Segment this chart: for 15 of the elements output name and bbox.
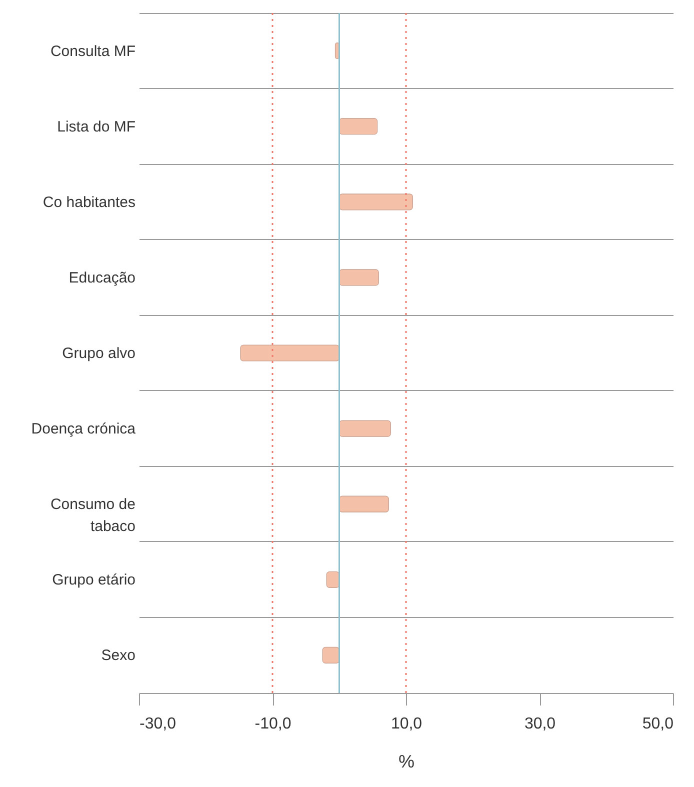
x-tick-label: 30,0 [524, 716, 556, 732]
x-tick-label: -10,0 [254, 716, 292, 732]
x-tick-label: -30,0 [140, 716, 176, 732]
y-tick-label: Consulta MF [50, 42, 136, 60]
x-tick-label: 10,0 [390, 716, 422, 732]
x-tick-label: 50,0 [642, 716, 674, 732]
y-tick-label: Grupo alvo [62, 345, 136, 362]
x-axis-title: % [398, 752, 415, 772]
y-tick-label: Educação [68, 269, 136, 286]
y-tick-label: Consumo de tabaco [50, 496, 136, 536]
y-tick-label: Co habitantes [42, 194, 136, 211]
y-tick-label: Doença crónica [31, 420, 136, 438]
y-tick-label: Sexo [101, 647, 136, 664]
y-tick-label: Grupo etário [52, 572, 136, 589]
y-tick-label: Lista do MF [57, 118, 136, 136]
